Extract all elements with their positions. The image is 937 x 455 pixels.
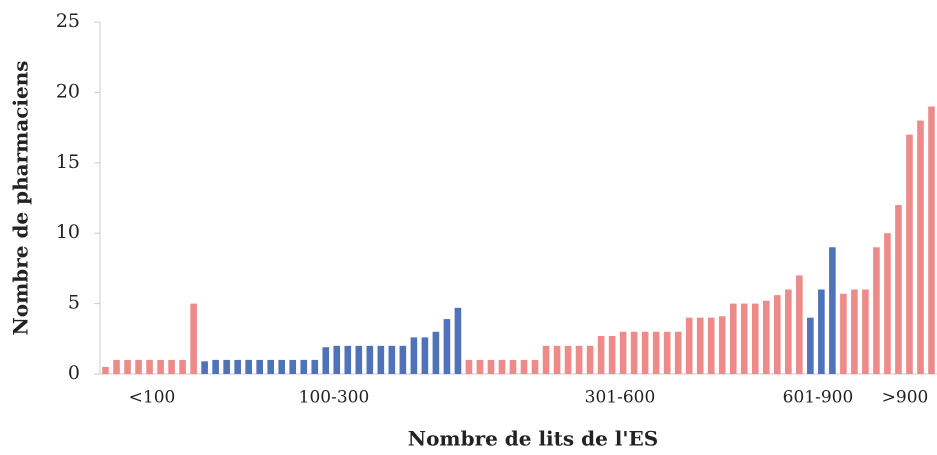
bar (421, 337, 429, 374)
y-axis-title: Nombre de pharmaciens (9, 60, 33, 335)
bar (465, 359, 473, 374)
bar (751, 303, 759, 374)
bar (179, 359, 186, 374)
bar (399, 345, 407, 374)
bar (278, 359, 286, 374)
group-label: >900 (882, 388, 929, 408)
bar (256, 359, 263, 374)
bar (234, 359, 241, 374)
bar (454, 307, 462, 374)
bar (476, 359, 484, 374)
bar (289, 359, 297, 374)
bar (917, 120, 924, 374)
bar (487, 359, 495, 374)
y-tick-label: 10 (56, 221, 80, 243)
bar (190, 303, 197, 374)
bar (641, 331, 649, 374)
bar (267, 359, 275, 374)
bar (674, 331, 682, 374)
bar (553, 345, 561, 374)
bar (168, 359, 175, 374)
bar (829, 247, 836, 374)
bar (630, 331, 638, 374)
bar (619, 331, 627, 374)
bar (608, 335, 616, 374)
bar (542, 345, 550, 374)
bar (707, 317, 715, 374)
bar (113, 359, 120, 374)
bar (443, 319, 451, 374)
bar (102, 366, 109, 374)
bar (498, 359, 506, 374)
bar (696, 317, 704, 374)
bar (322, 347, 330, 374)
bar (774, 295, 781, 374)
bar (344, 345, 352, 374)
bar (796, 275, 803, 374)
y-tick-label: 0 (68, 362, 80, 384)
bar (564, 345, 572, 374)
x-axis-title: Nombre de lits de l'ES (408, 427, 658, 451)
bar (432, 331, 440, 374)
bar (146, 359, 153, 374)
bar (377, 345, 385, 374)
bar (818, 289, 825, 374)
bar (597, 335, 605, 374)
bar (928, 106, 935, 374)
bar (124, 359, 131, 374)
bar (575, 345, 583, 374)
bar (531, 359, 539, 374)
bar (840, 293, 847, 374)
bar (586, 345, 594, 374)
bar (729, 303, 737, 374)
bar (685, 317, 693, 374)
bar (873, 247, 880, 374)
bar (212, 359, 219, 374)
y-tick-label: 20 (56, 80, 80, 102)
y-tick-label: 5 (68, 292, 80, 314)
bar (201, 361, 208, 374)
bar (223, 359, 230, 374)
bar (157, 359, 164, 374)
bar (410, 337, 418, 374)
bar (300, 359, 308, 374)
bar (884, 233, 891, 374)
bar (851, 289, 858, 374)
bar (311, 359, 319, 374)
bar (520, 359, 528, 374)
bar (388, 345, 396, 374)
bar (762, 300, 770, 374)
bar (785, 289, 792, 374)
bar (906, 134, 913, 374)
bar (718, 316, 726, 374)
bar (509, 359, 517, 374)
bar (366, 345, 374, 374)
group-label: 301-600 (585, 388, 656, 408)
group-label: 100-300 (299, 388, 370, 408)
y-tick-label: 25 (56, 10, 80, 32)
bar (740, 303, 748, 374)
group-label: <100 (129, 388, 176, 408)
bar (807, 317, 814, 374)
bar (135, 359, 142, 374)
bar (245, 359, 252, 374)
bar (333, 345, 341, 374)
bar (355, 345, 363, 374)
bar (862, 289, 869, 374)
bar (895, 205, 902, 374)
bar (652, 331, 660, 374)
bar (663, 331, 671, 374)
group-label: 601-900 (783, 388, 854, 408)
y-tick-label: 15 (56, 151, 80, 173)
